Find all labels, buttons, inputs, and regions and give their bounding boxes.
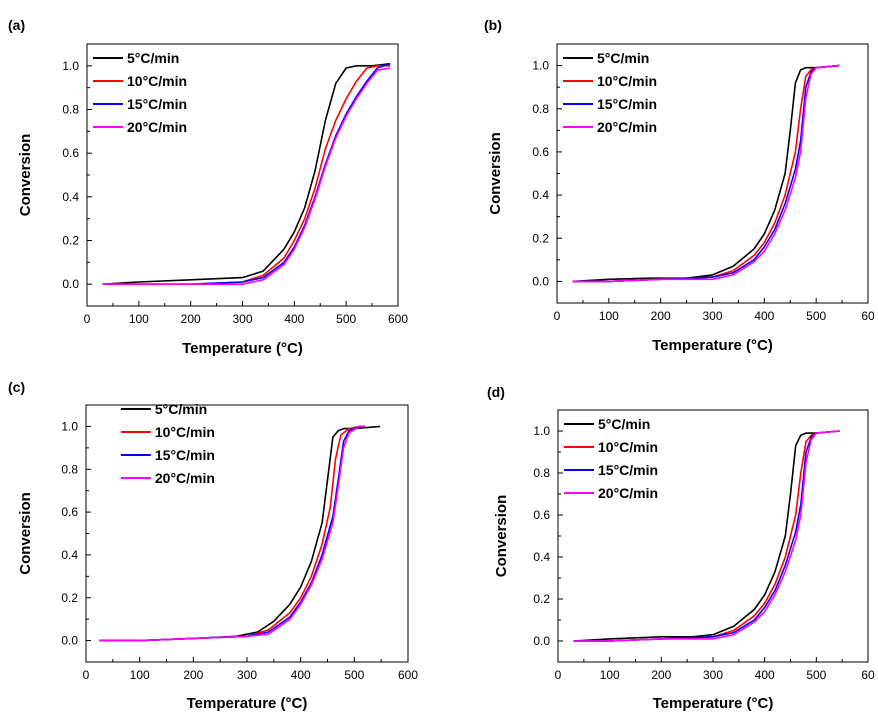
series-line <box>102 62 391 285</box>
legend-label: 5°C/min <box>127 50 179 66</box>
series-line <box>102 67 391 285</box>
x-tick-label: 300 <box>232 312 252 326</box>
plot-frame <box>85 404 409 663</box>
x-tick-label: 0 <box>555 668 562 682</box>
x-tick-label: 100 <box>599 309 619 323</box>
x-tick-label: 300 <box>237 668 257 682</box>
y-tick-label: 1.0 <box>533 424 550 438</box>
y-tick-label: 0.2 <box>532 231 549 245</box>
legend-label: 10°C/min <box>155 424 215 440</box>
series-line <box>572 64 840 283</box>
chart-panel: (a) 0 100 200 300 400 500 600 0.0 0.2 0.4 0.6 0.8 1.0… <box>8 17 408 357</box>
y-tick-label: 0.6 <box>62 146 79 160</box>
series-line <box>573 430 840 642</box>
x-tick-label: 200 <box>183 668 203 682</box>
x-tick-label: 500 <box>806 668 826 682</box>
y-axis-title: Conversion <box>487 132 504 215</box>
panel-label: (c) <box>8 379 25 395</box>
x-tick-label: 60 <box>861 668 875 682</box>
y-tick-label: 0.4 <box>61 548 78 562</box>
x-axis-title: Temperature (°C) <box>187 695 308 712</box>
series-line <box>573 430 840 642</box>
y-tick-label: 0.8 <box>62 103 79 117</box>
y-axis-title: Conversion <box>17 492 34 575</box>
chart-panel: (d) 0 100 200 300 400 500 60 0.0 0.2 0.4 0.6 0.8 1.0 T… <box>487 384 875 712</box>
x-tick-label: 600 <box>388 312 408 326</box>
x-tick-label: 400 <box>291 668 311 682</box>
panel-label: (a) <box>8 17 25 33</box>
y-axis-title: Conversion <box>17 134 34 217</box>
x-tick-label: 100 <box>129 312 149 326</box>
legend-label: 5°C/min <box>598 416 650 432</box>
y-tick-label: 0.4 <box>62 190 79 204</box>
y-tick-label: 1.0 <box>532 59 549 73</box>
x-tick-label: 300 <box>702 309 722 323</box>
legend: 5°C/min 10°C/min 15°C/min 20°C/min <box>120 401 215 486</box>
panel-label: (d) <box>487 384 505 400</box>
x-tick-label: 400 <box>754 309 774 323</box>
x-tick-label: 500 <box>336 312 356 326</box>
legend: 5°C/min 10°C/min 15°C/min 20°C/min <box>93 50 187 135</box>
chart-panel: (c) 0 100 200 300 400 500 600 0.0 0.2 0.4 0.6 0.8 1.0… <box>8 379 418 712</box>
x-tick-label: 400 <box>755 668 775 682</box>
y-axis-title: Conversion <box>493 495 510 578</box>
x-tick-label: 300 <box>703 668 723 682</box>
legend-label: 15°C/min <box>597 96 657 112</box>
legend-label: 15°C/min <box>127 96 187 112</box>
x-tick-label: 60 <box>861 309 875 323</box>
y-tick-label: 0.6 <box>61 505 78 519</box>
legend-label: 5°C/min <box>155 401 207 417</box>
x-tick-label: 500 <box>806 309 826 323</box>
legend-label: 15°C/min <box>155 447 215 463</box>
legend: 5°C/min 10°C/min 15°C/min 20°C/min <box>564 416 658 501</box>
legend-label: 20°C/min <box>155 470 215 486</box>
legend-label: 20°C/min <box>127 119 187 135</box>
series-line <box>99 425 366 642</box>
x-tick-label: 100 <box>130 668 150 682</box>
x-tick-label: 200 <box>651 309 671 323</box>
y-tick-label: 0.8 <box>533 466 550 480</box>
legend-label: 10°C/min <box>597 73 657 89</box>
legend-label: 10°C/min <box>127 73 187 89</box>
y-tick-label: 0.4 <box>533 550 550 564</box>
x-axis-title: Temperature (°C) <box>653 695 774 712</box>
x-tick-label: 200 <box>651 668 671 682</box>
legend: 5°C/min 10°C/min 15°C/min 20°C/min <box>563 50 657 135</box>
y-tick-label: 0.0 <box>533 634 550 648</box>
y-tick-label: 0.8 <box>61 462 78 476</box>
x-tick-label: 0 <box>83 668 90 682</box>
y-tick-label: 0.8 <box>532 102 549 116</box>
x-tick-label: 600 <box>398 668 418 682</box>
x-axis-title: Temperature (°C) <box>652 337 773 354</box>
legend-label: 5°C/min <box>597 50 649 66</box>
x-tick-label: 400 <box>284 312 304 326</box>
y-tick-label: 0.0 <box>61 634 78 648</box>
x-tick-label: 500 <box>344 668 364 682</box>
panel-label: (b) <box>484 17 502 33</box>
y-tick-label: 0.0 <box>62 277 79 291</box>
legend-label: 20°C/min <box>598 485 658 501</box>
y-tick-label: 0.0 <box>532 274 549 288</box>
x-tick-label: 200 <box>181 312 201 326</box>
y-tick-label: 0.2 <box>533 592 550 606</box>
chart-panel: (b) 0 100 200 300 400 500 60 0.0 0.2 0.4 0.6 0.8 1.0 T… <box>484 17 875 354</box>
x-axis-title: Temperature (°C) <box>182 340 303 357</box>
legend-label: 10°C/min <box>598 439 658 455</box>
y-tick-label: 0.6 <box>533 508 550 522</box>
legend-label: 20°C/min <box>597 119 657 135</box>
series-line <box>99 425 366 642</box>
y-tick-label: 1.0 <box>61 419 78 433</box>
series-line <box>99 425 381 642</box>
x-tick-label: 100 <box>600 668 620 682</box>
x-tick-label: 0 <box>84 312 91 326</box>
y-tick-label: 0.4 <box>532 188 549 202</box>
y-tick-label: 0.2 <box>61 591 78 605</box>
y-tick-label: 0.6 <box>532 145 549 159</box>
y-tick-label: 1.0 <box>62 59 79 73</box>
x-tick-label: 0 <box>554 309 561 323</box>
y-tick-label: 0.2 <box>62 234 79 248</box>
legend-label: 15°C/min <box>598 462 658 478</box>
